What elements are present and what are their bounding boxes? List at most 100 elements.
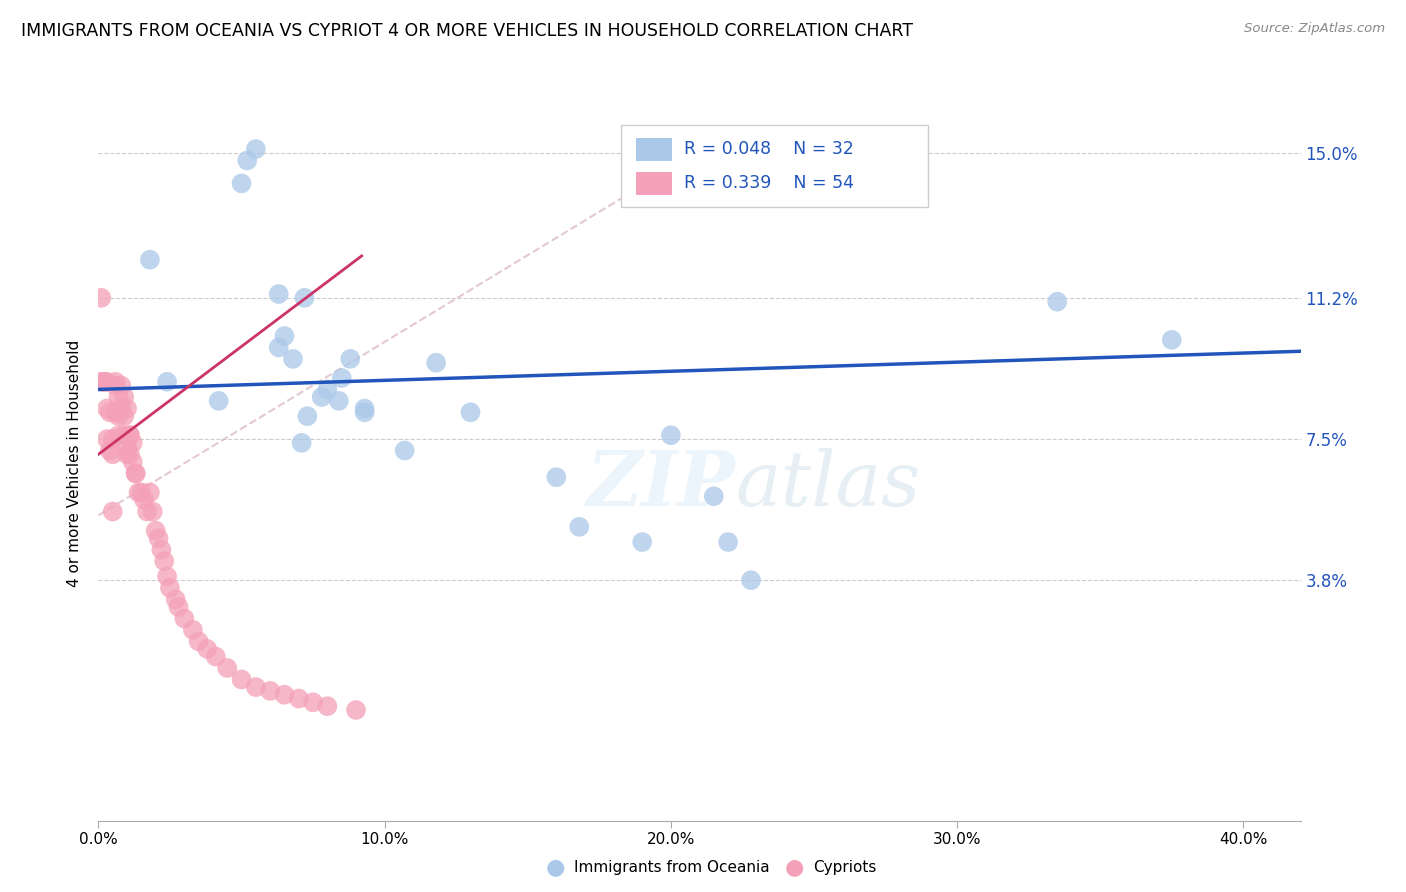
Point bbox=[142, 504, 165, 518]
Point bbox=[460, 405, 482, 419]
Point bbox=[90, 375, 112, 389]
Point bbox=[302, 695, 325, 709]
Point bbox=[328, 393, 350, 408]
Point bbox=[195, 641, 218, 656]
Point bbox=[112, 390, 135, 404]
FancyBboxPatch shape bbox=[621, 125, 928, 207]
Point bbox=[568, 520, 591, 534]
Point bbox=[187, 634, 209, 648]
Point bbox=[273, 688, 295, 702]
Text: ZIP: ZIP bbox=[586, 449, 735, 522]
Point bbox=[107, 409, 129, 424]
Point bbox=[150, 542, 173, 557]
Point bbox=[110, 378, 132, 392]
Point bbox=[112, 428, 135, 442]
Point bbox=[717, 535, 740, 549]
Point bbox=[145, 524, 167, 538]
Point bbox=[297, 409, 319, 424]
Point bbox=[281, 351, 304, 366]
Point bbox=[703, 489, 725, 503]
Point bbox=[101, 504, 124, 518]
Point bbox=[294, 291, 316, 305]
Point bbox=[107, 428, 129, 442]
Point bbox=[107, 390, 129, 404]
Point bbox=[115, 447, 138, 461]
Point bbox=[104, 405, 127, 419]
Point bbox=[159, 581, 181, 595]
Point bbox=[288, 691, 311, 706]
Point bbox=[93, 375, 115, 389]
Point bbox=[344, 703, 367, 717]
Text: Source: ZipAtlas.com: Source: ZipAtlas.com bbox=[1244, 22, 1385, 36]
Text: ●: ● bbox=[785, 857, 804, 877]
Text: Cypriots: Cypriots bbox=[813, 860, 876, 874]
Point bbox=[208, 393, 231, 408]
Point bbox=[96, 401, 118, 416]
Point bbox=[156, 375, 179, 389]
Point bbox=[139, 252, 162, 267]
Point bbox=[173, 611, 195, 625]
Y-axis label: 4 or more Vehicles in Household: 4 or more Vehicles in Household bbox=[67, 340, 83, 588]
Point bbox=[101, 432, 124, 446]
Point bbox=[245, 142, 267, 156]
Point bbox=[291, 435, 314, 450]
Point bbox=[204, 649, 226, 664]
Point bbox=[267, 287, 290, 301]
Point bbox=[259, 684, 281, 698]
Point bbox=[631, 535, 654, 549]
Point bbox=[156, 569, 179, 583]
Point bbox=[118, 447, 141, 461]
Text: ●: ● bbox=[546, 857, 565, 877]
Point bbox=[148, 531, 170, 545]
Point bbox=[131, 485, 153, 500]
Point bbox=[118, 428, 141, 442]
Point bbox=[425, 356, 447, 370]
Text: Immigrants from Oceania: Immigrants from Oceania bbox=[574, 860, 769, 874]
Point bbox=[96, 432, 118, 446]
Point bbox=[98, 443, 121, 458]
Text: R = 0.339    N = 54: R = 0.339 N = 54 bbox=[683, 175, 853, 193]
Point bbox=[353, 405, 375, 419]
Bar bbox=[636, 137, 672, 161]
Text: R = 0.048    N = 32: R = 0.048 N = 32 bbox=[683, 140, 853, 158]
Point bbox=[134, 493, 156, 508]
Point bbox=[90, 291, 112, 305]
Point bbox=[96, 375, 118, 389]
Point bbox=[330, 371, 353, 385]
Point bbox=[316, 383, 339, 397]
Point bbox=[231, 673, 253, 687]
Point bbox=[98, 405, 121, 419]
Text: atlas: atlas bbox=[735, 449, 921, 522]
Point bbox=[124, 467, 146, 481]
Point bbox=[121, 455, 143, 469]
Point bbox=[267, 341, 290, 355]
Text: IMMIGRANTS FROM OCEANIA VS CYPRIOT 4 OR MORE VEHICLES IN HOUSEHOLD CORRELATION C: IMMIGRANTS FROM OCEANIA VS CYPRIOT 4 OR … bbox=[21, 22, 912, 40]
Point bbox=[740, 573, 762, 587]
Point bbox=[546, 470, 568, 484]
Point bbox=[273, 329, 295, 343]
Point bbox=[104, 375, 127, 389]
Point bbox=[118, 428, 141, 442]
Point bbox=[394, 443, 416, 458]
Point bbox=[316, 699, 339, 714]
Point bbox=[112, 409, 135, 424]
Point bbox=[115, 440, 138, 454]
Point bbox=[311, 390, 333, 404]
Point bbox=[353, 401, 375, 416]
Point bbox=[124, 467, 146, 481]
Point bbox=[165, 592, 187, 607]
Bar bbox=[636, 172, 672, 194]
Point bbox=[110, 401, 132, 416]
Point bbox=[1046, 294, 1069, 309]
Point bbox=[167, 599, 190, 614]
Point bbox=[217, 661, 239, 675]
Point bbox=[245, 680, 267, 694]
Point bbox=[104, 378, 127, 392]
Point bbox=[136, 504, 159, 518]
Point bbox=[181, 623, 204, 637]
Point bbox=[101, 447, 124, 461]
Point bbox=[93, 375, 115, 389]
Point bbox=[1160, 333, 1182, 347]
Point bbox=[128, 485, 150, 500]
Point bbox=[115, 401, 138, 416]
